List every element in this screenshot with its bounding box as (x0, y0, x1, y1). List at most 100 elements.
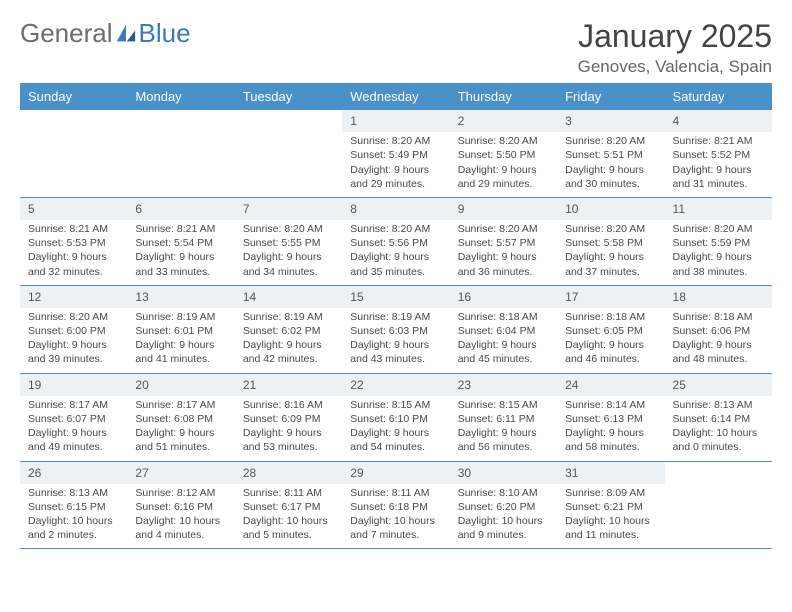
logo: General Blue (20, 18, 191, 49)
calendar-cell: 17Sunrise: 8:18 AMSunset: 6:05 PMDayligh… (557, 286, 664, 373)
logo-text-general: General (20, 18, 113, 49)
day-details: Sunrise: 8:15 AMSunset: 6:10 PMDaylight:… (342, 396, 449, 461)
calendar-cell: 11Sunrise: 8:20 AMSunset: 5:59 PMDayligh… (665, 198, 772, 285)
calendar-cell: 6Sunrise: 8:21 AMSunset: 5:54 PMDaylight… (127, 198, 234, 285)
calendar-cell: 23Sunrise: 8:15 AMSunset: 6:11 PMDayligh… (450, 374, 557, 461)
day-details: Sunrise: 8:13 AMSunset: 6:14 PMDaylight:… (665, 396, 772, 461)
day-number: 23 (450, 374, 557, 396)
calendar-cell: 25Sunrise: 8:13 AMSunset: 6:14 PMDayligh… (665, 374, 772, 461)
calendar-cell: 28Sunrise: 8:11 AMSunset: 6:17 PMDayligh… (235, 462, 342, 549)
day-number: 19 (20, 374, 127, 396)
header: General Blue January 2025 Genoves, Valen… (20, 18, 772, 77)
day-details: Sunrise: 8:21 AMSunset: 5:53 PMDaylight:… (20, 220, 127, 285)
calendar-cell: 4Sunrise: 8:21 AMSunset: 5:52 PMDaylight… (665, 110, 772, 197)
day-header-sunday: Sunday (20, 83, 127, 110)
day-details: Sunrise: 8:12 AMSunset: 6:16 PMDaylight:… (127, 484, 234, 549)
calendar-cell: 29Sunrise: 8:11 AMSunset: 6:18 PMDayligh… (342, 462, 449, 549)
day-details: Sunrise: 8:20 AMSunset: 5:49 PMDaylight:… (342, 132, 449, 197)
week-row: 26Sunrise: 8:13 AMSunset: 6:15 PMDayligh… (20, 462, 772, 550)
location: Genoves, Valencia, Spain (578, 57, 772, 77)
calendar-cell: 8Sunrise: 8:20 AMSunset: 5:56 PMDaylight… (342, 198, 449, 285)
logo-text-blue: Blue (139, 18, 191, 48)
calendar-cell: 16Sunrise: 8:18 AMSunset: 6:04 PMDayligh… (450, 286, 557, 373)
day-details: Sunrise: 8:14 AMSunset: 6:13 PMDaylight:… (557, 396, 664, 461)
week-row: 5Sunrise: 8:21 AMSunset: 5:53 PMDaylight… (20, 198, 772, 286)
day-header-tuesday: Tuesday (235, 83, 342, 110)
calendar-cell: 14Sunrise: 8:19 AMSunset: 6:02 PMDayligh… (235, 286, 342, 373)
calendar-cell: 19Sunrise: 8:17 AMSunset: 6:07 PMDayligh… (20, 374, 127, 461)
title-block: January 2025 Genoves, Valencia, Spain (578, 18, 772, 77)
day-number: 1 (342, 110, 449, 132)
day-details: Sunrise: 8:20 AMSunset: 6:00 PMDaylight:… (20, 308, 127, 373)
day-details: Sunrise: 8:13 AMSunset: 6:15 PMDaylight:… (20, 484, 127, 549)
day-number: 10 (557, 198, 664, 220)
day-details: Sunrise: 8:15 AMSunset: 6:11 PMDaylight:… (450, 396, 557, 461)
calendar-cell: 30Sunrise: 8:10 AMSunset: 6:20 PMDayligh… (450, 462, 557, 549)
day-details: Sunrise: 8:20 AMSunset: 5:57 PMDaylight:… (450, 220, 557, 285)
calendar-cell (665, 462, 772, 549)
day-number: 31 (557, 462, 664, 484)
calendar-cell: 1Sunrise: 8:20 AMSunset: 5:49 PMDaylight… (342, 110, 449, 197)
day-number: 20 (127, 374, 234, 396)
day-number: 16 (450, 286, 557, 308)
calendar-cell: 12Sunrise: 8:20 AMSunset: 6:00 PMDayligh… (20, 286, 127, 373)
calendar-cell: 10Sunrise: 8:20 AMSunset: 5:58 PMDayligh… (557, 198, 664, 285)
weeks-container: 1Sunrise: 8:20 AMSunset: 5:49 PMDaylight… (20, 110, 772, 549)
day-number: 25 (665, 374, 772, 396)
day-details: Sunrise: 8:18 AMSunset: 6:04 PMDaylight:… (450, 308, 557, 373)
day-details: Sunrise: 8:20 AMSunset: 5:58 PMDaylight:… (557, 220, 664, 285)
day-details: Sunrise: 8:18 AMSunset: 6:06 PMDaylight:… (665, 308, 772, 373)
day-details: Sunrise: 8:19 AMSunset: 6:02 PMDaylight:… (235, 308, 342, 373)
calendar-cell: 13Sunrise: 8:19 AMSunset: 6:01 PMDayligh… (127, 286, 234, 373)
day-details: Sunrise: 8:17 AMSunset: 6:07 PMDaylight:… (20, 396, 127, 461)
calendar-cell: 26Sunrise: 8:13 AMSunset: 6:15 PMDayligh… (20, 462, 127, 549)
day-details: Sunrise: 8:20 AMSunset: 5:51 PMDaylight:… (557, 132, 664, 197)
day-number: 24 (557, 374, 664, 396)
day-number: 26 (20, 462, 127, 484)
day-number: 17 (557, 286, 664, 308)
day-header-wednesday: Wednesday (342, 83, 449, 110)
day-number: 13 (127, 286, 234, 308)
day-number: 21 (235, 374, 342, 396)
calendar-cell: 24Sunrise: 8:14 AMSunset: 6:13 PMDayligh… (557, 374, 664, 461)
day-header-monday: Monday (127, 83, 234, 110)
calendar-cell: 3Sunrise: 8:20 AMSunset: 5:51 PMDaylight… (557, 110, 664, 197)
day-number: 28 (235, 462, 342, 484)
day-number: 30 (450, 462, 557, 484)
day-number: 4 (665, 110, 772, 132)
calendar-cell (235, 110, 342, 197)
calendar-cell (20, 110, 127, 197)
day-number: 9 (450, 198, 557, 220)
calendar-cell: 22Sunrise: 8:15 AMSunset: 6:10 PMDayligh… (342, 374, 449, 461)
day-details: Sunrise: 8:10 AMSunset: 6:20 PMDaylight:… (450, 484, 557, 549)
calendar-cell: 31Sunrise: 8:09 AMSunset: 6:21 PMDayligh… (557, 462, 664, 549)
day-number: 12 (20, 286, 127, 308)
calendar-cell: 15Sunrise: 8:19 AMSunset: 6:03 PMDayligh… (342, 286, 449, 373)
day-header-friday: Friday (557, 83, 664, 110)
day-details: Sunrise: 8:16 AMSunset: 6:09 PMDaylight:… (235, 396, 342, 461)
page-title: January 2025 (578, 18, 772, 55)
day-details: Sunrise: 8:18 AMSunset: 6:05 PMDaylight:… (557, 308, 664, 373)
calendar-cell: 5Sunrise: 8:21 AMSunset: 5:53 PMDaylight… (20, 198, 127, 285)
calendar-cell: 27Sunrise: 8:12 AMSunset: 6:16 PMDayligh… (127, 462, 234, 549)
week-row: 12Sunrise: 8:20 AMSunset: 6:00 PMDayligh… (20, 286, 772, 374)
calendar: Sunday Monday Tuesday Wednesday Thursday… (20, 83, 772, 549)
calendar-cell: 21Sunrise: 8:16 AMSunset: 6:09 PMDayligh… (235, 374, 342, 461)
calendar-cell (127, 110, 234, 197)
day-number: 5 (20, 198, 127, 220)
day-number: 3 (557, 110, 664, 132)
day-header-saturday: Saturday (665, 83, 772, 110)
day-details: Sunrise: 8:21 AMSunset: 5:52 PMDaylight:… (665, 132, 772, 197)
calendar-cell: 7Sunrise: 8:20 AMSunset: 5:55 PMDaylight… (235, 198, 342, 285)
day-number: 27 (127, 462, 234, 484)
logo-sail-icon (115, 23, 137, 45)
week-row: 1Sunrise: 8:20 AMSunset: 5:49 PMDaylight… (20, 110, 772, 198)
day-number: 29 (342, 462, 449, 484)
day-number: 22 (342, 374, 449, 396)
day-number: 11 (665, 198, 772, 220)
day-details: Sunrise: 8:19 AMSunset: 6:01 PMDaylight:… (127, 308, 234, 373)
day-details: Sunrise: 8:20 AMSunset: 5:50 PMDaylight:… (450, 132, 557, 197)
day-details: Sunrise: 8:11 AMSunset: 6:18 PMDaylight:… (342, 484, 449, 549)
day-details: Sunrise: 8:21 AMSunset: 5:54 PMDaylight:… (127, 220, 234, 285)
day-details: Sunrise: 8:09 AMSunset: 6:21 PMDaylight:… (557, 484, 664, 549)
